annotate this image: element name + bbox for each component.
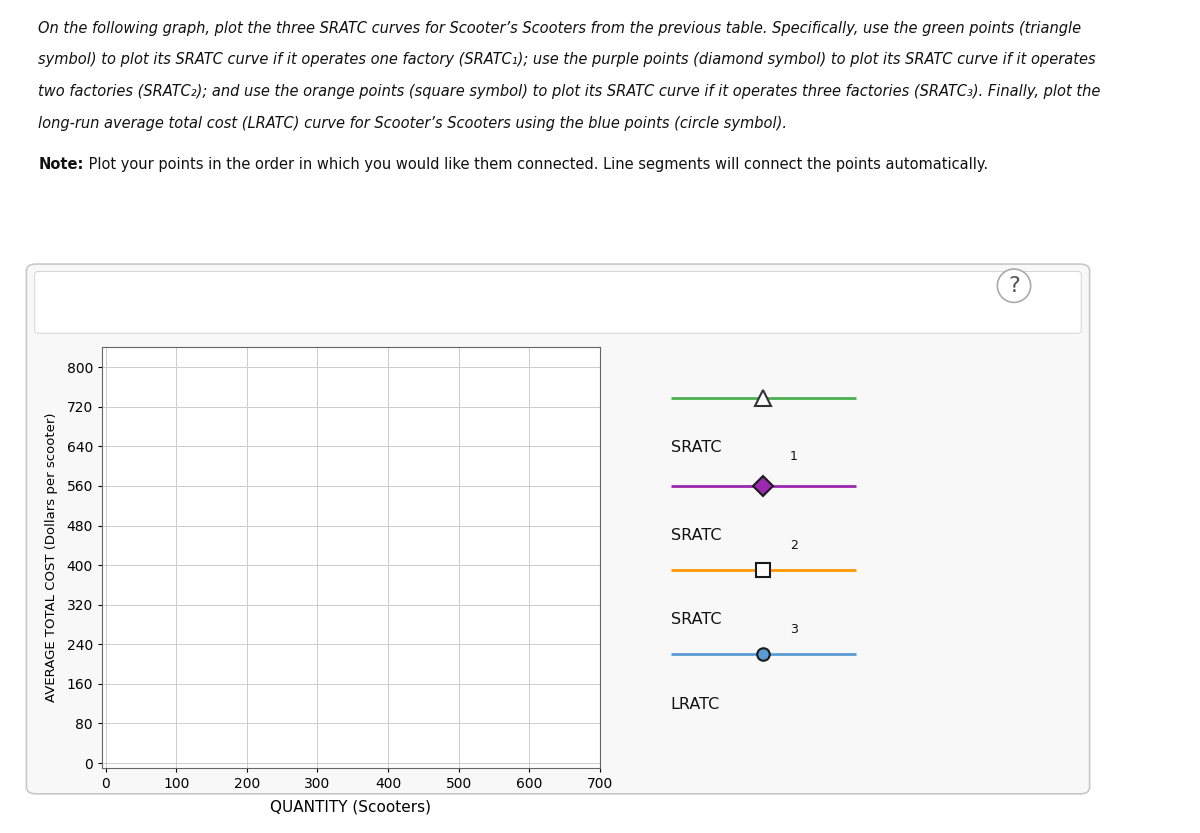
Text: long-run average total cost (LRATC) curve for Scooter’s Scooters using the blue : long-run average total cost (LRATC) curv… xyxy=(38,116,787,131)
Text: LRATC: LRATC xyxy=(671,696,720,711)
X-axis label: QUANTITY (Scooters): QUANTITY (Scooters) xyxy=(270,800,432,815)
Text: SRATC: SRATC xyxy=(671,612,721,627)
Text: ?: ? xyxy=(1008,276,1020,296)
Text: 1: 1 xyxy=(790,451,798,463)
Text: Note:: Note: xyxy=(38,157,84,172)
Text: 3: 3 xyxy=(790,623,798,636)
Text: SRATC: SRATC xyxy=(671,440,721,455)
Text: symbol) to plot its SRATC curve if it operates one factory (SRATC₁); use the pur: symbol) to plot its SRATC curve if it op… xyxy=(38,52,1096,67)
Text: On the following graph, plot the three SRATC curves for Scooter’s Scooters from : On the following graph, plot the three S… xyxy=(38,21,1081,36)
Text: two factories (SRATC₂); and use the orange points (square symbol) to plot its SR: two factories (SRATC₂); and use the oran… xyxy=(38,84,1100,99)
Text: SRATC: SRATC xyxy=(671,528,721,543)
Text: Plot your points in the order in which you would like them connected. Line segme: Plot your points in the order in which y… xyxy=(84,157,988,172)
Y-axis label: AVERAGE TOTAL COST (Dollars per scooter): AVERAGE TOTAL COST (Dollars per scooter) xyxy=(46,413,58,702)
Text: 2: 2 xyxy=(790,539,798,551)
